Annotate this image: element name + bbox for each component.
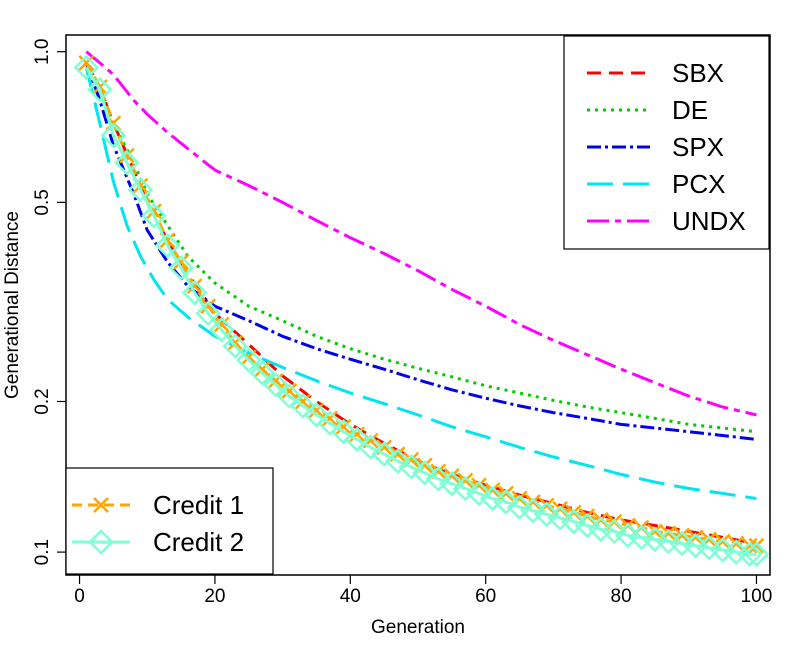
- data-point-credit-2: [736, 541, 763, 568]
- data-point-credit-1: [748, 537, 765, 554]
- data-point-credit-2: [73, 54, 100, 81]
- data-point-credit-2: [506, 494, 533, 520]
- data-point-credit-2: [290, 393, 316, 419]
- data-point-credit-2: [154, 232, 181, 259]
- series-pcx: [84, 67, 757, 500]
- data-point-credit-2: [520, 497, 546, 524]
- data-point-credit-2: [547, 505, 573, 531]
- data-point-credit-2: [384, 448, 411, 474]
- series-undx: [85, 50, 757, 417]
- data-point-credit-2: [533, 501, 560, 528]
- data-point-credit-1: [254, 361, 271, 378]
- data-point-credit-2: [181, 279, 208, 306]
- legend-label-credit-1: Credit 1: [153, 490, 244, 520]
- series-credit-2: [73, 54, 770, 568]
- x-tick-label: 40: [340, 586, 361, 607]
- data-point-credit-2: [743, 541, 770, 568]
- data-point-credit-2: [317, 410, 343, 436]
- y-tick-label: 0.5: [32, 189, 53, 215]
- legend-algorithms: SBX DE SPX PCX UNDX: [563, 35, 770, 250]
- data-point-credit-2: [371, 441, 397, 467]
- legend-marker-credit-1: [93, 497, 109, 513]
- data-point-credit-2: [141, 203, 167, 229]
- data-point-credit-2: [493, 489, 519, 515]
- data-point-credit-2: [601, 518, 628, 545]
- series-spx: [84, 62, 757, 441]
- data-point-credit-2: [263, 371, 289, 398]
- data-point-credit-2: [425, 466, 452, 492]
- data-point-credit-2: [452, 475, 479, 502]
- data-point-credit-2: [276, 383, 303, 409]
- data-point-credit-2: [100, 122, 127, 149]
- data-point-credit-2: [344, 426, 370, 453]
- y-tick-label: 0.2: [32, 388, 53, 414]
- data-point-credit-2: [222, 333, 248, 359]
- data-point-credit-2: [249, 360, 276, 386]
- data-point-credit-2: [479, 485, 506, 512]
- y-axis: 0.1 0.2 0.5 1.0: [32, 39, 66, 565]
- data-point-credit-2: [412, 460, 438, 486]
- series-line-undx: [85, 50, 757, 417]
- series-line-spx: [84, 62, 757, 441]
- data-point-credit-2: [114, 149, 140, 176]
- data-point-credit-2: [236, 347, 262, 373]
- legend-label-spx: SPX: [672, 132, 724, 162]
- data-point-credit-2: [398, 454, 424, 480]
- series-line-pcx: [84, 67, 757, 500]
- data-point-credit-2: [208, 317, 235, 343]
- series-layer: [73, 50, 770, 568]
- x-tick-label: 80: [611, 586, 632, 607]
- legend-label-sbx: SBX: [672, 58, 724, 88]
- x-tick-label: 20: [204, 586, 225, 607]
- legend-label-de: DE: [672, 95, 708, 125]
- legend-label-credit-2: Credit 2: [153, 527, 244, 557]
- y-tick-label: 1.0: [32, 39, 53, 65]
- data-point-credit-1: [78, 54, 95, 71]
- data-point-credit-2: [574, 512, 600, 539]
- data-point-credit-2: [168, 255, 194, 281]
- data-point-credit-1: [213, 316, 230, 333]
- series-sbx: [84, 62, 757, 546]
- data-point-credit-2: [87, 76, 113, 103]
- data-point-credit-2: [357, 434, 384, 461]
- data-point-credit-1: [308, 402, 325, 419]
- legend-algorithms-items: SBX DE SPX PCX UNDX: [587, 58, 746, 236]
- data-point-credit-2: [195, 300, 221, 327]
- x-axis: 0 20 40 60 80 100: [74, 575, 772, 607]
- legend-credit-box: [65, 467, 274, 575]
- y-axis-label: Generational Distance: [2, 211, 23, 399]
- data-point-credit-2: [303, 402, 330, 428]
- x-tick-label: 60: [475, 586, 496, 607]
- x-tick-label: 0: [74, 586, 85, 607]
- data-point-credit-2: [330, 418, 357, 445]
- series-line-sbx: [84, 62, 757, 546]
- data-point-credit-2: [560, 508, 587, 535]
- data-point-credit-1: [200, 298, 217, 315]
- data-point-credit-2: [466, 480, 492, 507]
- x-axis-label: Generation: [371, 617, 465, 638]
- x-tick-label: 100: [741, 586, 773, 607]
- data-point-credit-2: [127, 176, 154, 203]
- legend-marker-credit-2: [88, 529, 114, 555]
- legend-label-pcx: PCX: [672, 169, 725, 199]
- data-point-credit-2: [439, 470, 465, 497]
- y-tick-label: 0.1: [32, 539, 53, 565]
- legend-credit-items: Credit 1 Credit 2: [72, 490, 244, 557]
- legend-credit: Credit 1 Credit 2: [65, 467, 274, 575]
- legend-label-undx: UNDX: [672, 206, 746, 236]
- plot-area-border: [65, 34, 771, 576]
